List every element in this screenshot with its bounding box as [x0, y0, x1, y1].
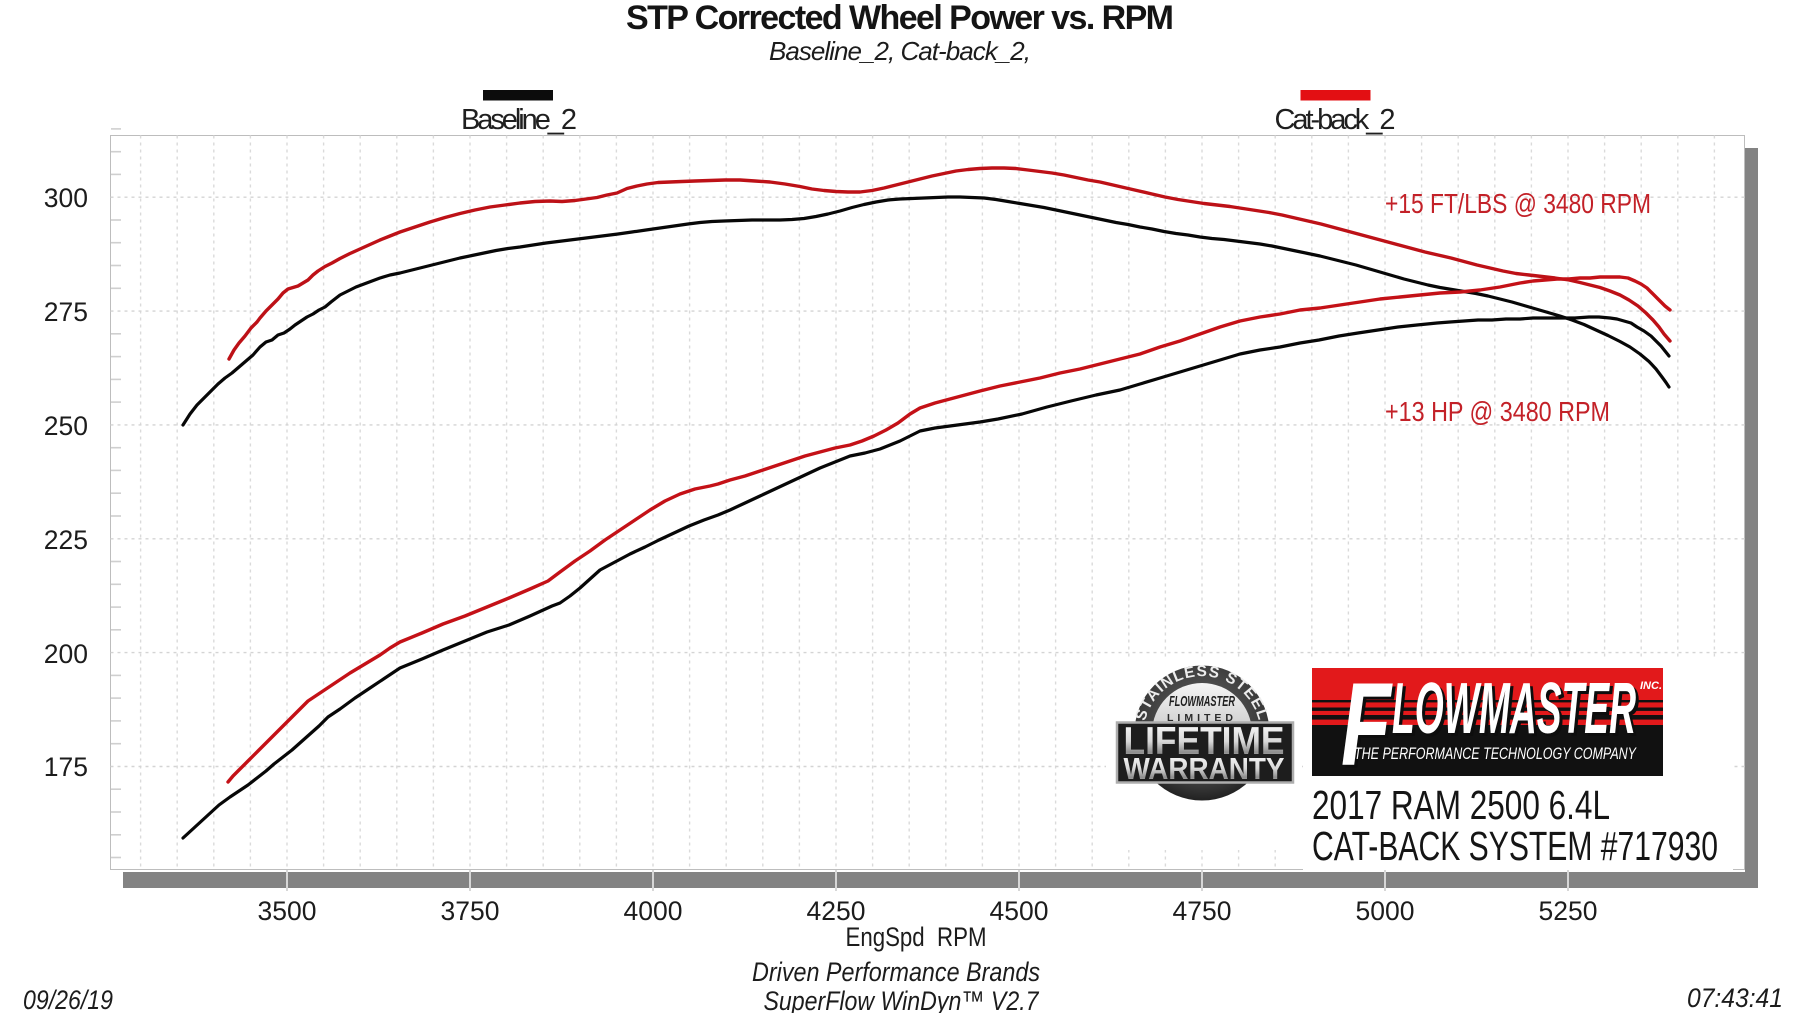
svg-text:WARRANTY: WARRANTY: [1124, 751, 1285, 786]
svg-text:EngSpd RPM: EngSpd RPM: [846, 922, 987, 952]
svg-text:FLOWMASTER: FLOWMASTER: [1169, 694, 1235, 710]
svg-text:+15 FT/LBS @ 3480 RPM: +15 FT/LBS @ 3480 RPM: [1385, 188, 1651, 219]
svg-text:F: F: [1341, 659, 1393, 791]
svg-text:F: F: [1344, 662, 1396, 794]
svg-text:INC.: INC.: [1640, 680, 1662, 692]
svg-text:4750: 4750: [1173, 896, 1232, 926]
svg-text:3750: 3750: [441, 896, 500, 926]
svg-text:SuperFlow WinDyn™ V2.7: SuperFlow WinDyn™ V2.7: [764, 986, 1040, 1013]
svg-text:225: 225: [44, 525, 88, 555]
svg-text:®: ®: [1348, 727, 1357, 741]
svg-text:2017 RAM 2500 6.4L: 2017 RAM 2500 6.4L: [1312, 782, 1610, 828]
svg-text:+13 HP @ 3480 RPM: +13 HP @ 3480 RPM: [1385, 396, 1610, 427]
svg-text:LOWMASTER: LOWMASTER: [1395, 672, 1639, 752]
svg-text:175: 175: [44, 752, 88, 782]
svg-text:THE PERFORMANCE TECHNOLOGY COM: THE PERFORMANCE TECHNOLOGY COMPANY: [1354, 745, 1637, 763]
svg-text:CAT-BACK SYSTEM #717930: CAT-BACK SYSTEM #717930: [1312, 823, 1718, 869]
svg-text:4500: 4500: [990, 896, 1049, 926]
svg-text:Baseline_2, Cat-back_2,: Baseline_2, Cat-back_2,: [769, 36, 1031, 66]
svg-text:LIMITED: LIMITED: [1167, 712, 1237, 724]
svg-text:275: 275: [44, 297, 88, 327]
svg-text:5250: 5250: [1539, 896, 1598, 926]
svg-text:09/26/19: 09/26/19: [23, 985, 113, 1013]
svg-text:Baseline_2: Baseline_2: [461, 104, 577, 136]
svg-text:07:43:41: 07:43:41: [1687, 983, 1783, 1013]
svg-text:3500: 3500: [258, 896, 317, 926]
svg-text:LOWMASTER: LOWMASTER: [1392, 669, 1636, 749]
svg-text:4000: 4000: [624, 896, 683, 926]
svg-text:LIFETIME: LIFETIME: [1124, 720, 1285, 763]
svg-text:5000: 5000: [1356, 896, 1415, 926]
svg-text:Driven Performance Brands: Driven Performance Brands: [752, 957, 1040, 987]
svg-text:Cat-back_2: Cat-back_2: [1275, 104, 1396, 136]
svg-text:STP Corrected Wheel Power vs.: STP Corrected Wheel Power vs. RPM: [626, 0, 1174, 37]
svg-text:4250: 4250: [807, 896, 866, 926]
svg-text:200: 200: [44, 639, 88, 669]
svg-text:250: 250: [44, 411, 88, 441]
svg-text:300: 300: [44, 183, 88, 213]
